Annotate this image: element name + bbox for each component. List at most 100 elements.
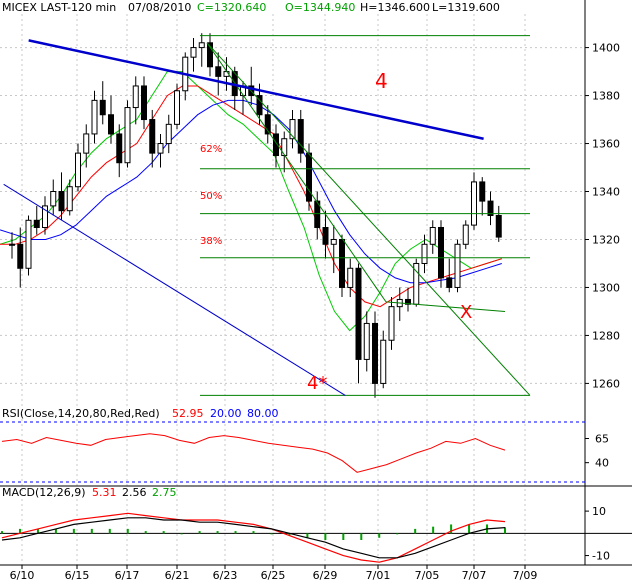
macd-histogram-bar [360, 533, 363, 540]
macd-histogram-bar [18, 528, 21, 534]
trendline-wave-4 [28, 39, 484, 140]
bullish-candle [421, 243, 428, 264]
macd-histogram-bar [36, 528, 39, 534]
fib-lower-line [385, 301, 506, 312]
macd-histogram-bar [162, 531, 165, 534]
rsi-content: 40 65 [0, 421, 632, 487]
price-tick-label: 1320 [592, 233, 620, 246]
bullish-candle [50, 191, 57, 207]
macd-line [1, 512, 506, 563]
rsi-name: RSI(Close,14,20,80,Red,Red) [2, 407, 160, 420]
x-mark-label: X [460, 302, 472, 323]
bullish-candle [471, 181, 477, 226]
x-tick-label: 6/17 [115, 569, 140, 580]
bullish-candle [9, 243, 15, 246]
bullish-candle [380, 339, 387, 384]
bullish-candle [429, 226, 436, 245]
fib-levels [200, 35, 531, 396]
macd-signal-line [1, 517, 506, 559]
macd-histogram-bar [1, 531, 3, 534]
macd-histogram-bar [90, 528, 93, 534]
x-tick-label: 7/07 [462, 569, 487, 580]
x-tick-label: 7/09 [513, 569, 538, 580]
price-axis: 1260 1280 1300 1320 1340 1360 1380 1400 [584, 0, 620, 565]
bullish-candle [124, 107, 131, 164]
bearish-candle [273, 133, 279, 157]
macd-tick-label: 10 [592, 505, 606, 518]
bullish-candle [347, 267, 354, 288]
macd-histogram-bar [126, 528, 129, 534]
bearish-candle [116, 133, 123, 164]
price-tick-label: 1340 [592, 186, 620, 199]
bearish-candle [495, 214, 502, 238]
open-value: O=1344.940 [285, 1, 355, 14]
bearish-candle [17, 243, 24, 269]
bullish-candle [462, 224, 469, 245]
price-tick-label: 1380 [592, 90, 620, 103]
macd-histogram-bar [234, 531, 237, 534]
bearish-candle [372, 322, 378, 384]
rsi-line [1, 433, 506, 473]
macd-histogram-bar [342, 533, 345, 540]
bullish-candle [388, 306, 395, 341]
macd-histogram-bar [72, 528, 75, 534]
macd-value-1: 5.31 [92, 486, 117, 499]
x-tick-label: 7/01 [366, 569, 391, 580]
bullish-candle [132, 85, 139, 109]
macd-histogram-bar [144, 531, 147, 534]
bearish-candle [256, 95, 263, 116]
fib-diagonal [206, 42, 531, 396]
close-value: C=1320.640 [197, 1, 266, 14]
macd-histogram-bar [108, 528, 111, 534]
macd-histogram-bar [252, 531, 255, 534]
bearish-candle [207, 42, 213, 68]
macd-histogram-bar [414, 528, 417, 534]
fib-62-label: 62% [200, 144, 222, 155]
macd-histogram-bar [504, 527, 506, 534]
bearish-candle [339, 238, 345, 288]
bullish-candle [198, 42, 205, 49]
macd-histogram-bar [378, 533, 381, 538]
macd-histogram-bar [306, 533, 309, 538]
bearish-candle [58, 191, 65, 212]
bearish-candle [479, 181, 486, 202]
bullish-candle [330, 238, 337, 245]
date-label: 07/08/2010 [128, 1, 191, 14]
x-tick-label: 6/21 [165, 569, 190, 580]
x-tick-label: 7/05 [415, 569, 440, 580]
macd-histogram-bar [450, 524, 453, 534]
macd-tick-label: -10 [592, 550, 610, 563]
bearish-candle [141, 85, 147, 121]
macd-histogram-bar [216, 531, 219, 534]
bullish-candle [165, 123, 172, 145]
price-tick-label: 1260 [592, 377, 620, 390]
bearish-candle [438, 226, 444, 279]
rsi-tick-label: 65 [595, 433, 609, 446]
symbol-title: MICEX LAST-120 min [2, 1, 116, 14]
bullish-candle [289, 119, 296, 140]
bearish-candle [149, 119, 156, 154]
x-tick-label: 6/29 [313, 569, 338, 580]
green-moving-average [0, 71, 502, 332]
bearish-candle [487, 200, 494, 216]
macd-panel: MACD(12,26,9) 5.31 2.56 2.75 -10 10 [0, 486, 632, 566]
macd-histogram-bar [198, 531, 201, 534]
rsi-upper: 80.00 [247, 407, 279, 420]
bearish-candle [314, 200, 321, 228]
macd-histogram-bar [468, 524, 471, 534]
fib-50-label: 50% [200, 191, 222, 202]
macd-histogram-bar [270, 533, 273, 535]
rsi-tick-label: 40 [595, 457, 609, 470]
trendline-wave-4-star [3, 183, 346, 396]
rsi-panel: RSI(Close,14,20,80,Red,Red) 52.95 20.00 … [0, 407, 632, 487]
bullish-candle [281, 138, 288, 157]
rsi-value: 52.95 [172, 407, 204, 420]
macd-histogram-bar [54, 528, 57, 534]
price-tick-label: 1400 [592, 42, 620, 55]
bullish-candle [75, 152, 81, 188]
bullish-candle [454, 243, 461, 288]
macd-histogram-bar [288, 533, 291, 536]
